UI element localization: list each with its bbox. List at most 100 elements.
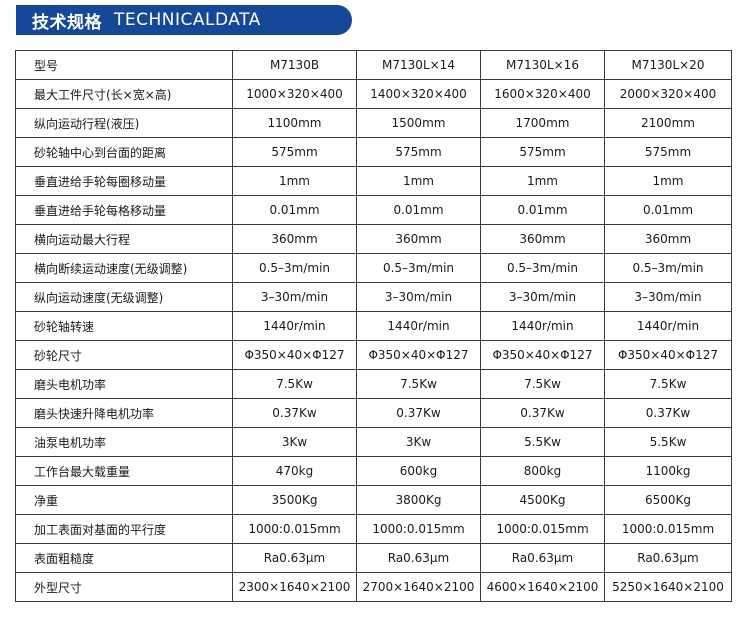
table-row: 纵向运动行程(液压) 1100mm 1500mm 1700mm 2100mm (15, 108, 732, 138)
table-row: 工作台最大载重量 470kg 600kg 800kg 1100kg (15, 456, 732, 486)
section-title-bar: 技术规格 TECHNICALDATA (16, 5, 352, 35)
value-cell: 3Kw (356, 427, 481, 457)
value-cell: 0.01mm (604, 195, 732, 225)
value-cell: 3–30m/min (480, 282, 605, 312)
table-row: 砂轮尺寸 Φ350×40×Φ127 Φ350×40×Φ127 Φ350×40×Φ127… (15, 340, 732, 370)
value-cell: M7130B (232, 50, 357, 80)
row-label-cell: 垂直进给手轮每格移动量 (15, 195, 233, 225)
value-cell: 360mm (232, 224, 357, 254)
value-cell: Ra0.63μm (356, 543, 481, 573)
value-cell: Φ350×40×Φ127 (604, 340, 732, 370)
table-row: 垂直进给手轮每圈移动量 1mm 1mm 1mm 1mm (15, 166, 732, 196)
value-cell: 0.01mm (232, 195, 357, 225)
table-row: 磨头电机功率 7.5Kw 7.5Kw 7.5Kw 7.5Kw (15, 369, 732, 399)
row-label-cell: 砂轮轴中心到台面的距离 (15, 137, 233, 167)
table-header-row: 型号 M7130B M7130L×14 M7130L×16 M7130L×20 (15, 50, 732, 80)
value-cell: Ra0.63μm (232, 543, 357, 573)
value-cell: 0.01mm (356, 195, 481, 225)
value-cell: 470kg (232, 456, 357, 486)
value-cell: M7130L×16 (480, 50, 605, 80)
value-cell: 0.37Kw (356, 398, 481, 428)
value-cell: 3–30m/min (232, 282, 357, 312)
value-cell: 360mm (356, 224, 481, 254)
value-cell: M7130L×20 (604, 50, 732, 80)
value-cell: 1000:0.015mm (356, 514, 481, 544)
row-label-cell: 外型尺寸 (15, 572, 233, 602)
row-label-cell: 纵向运动速度(无级调整) (15, 282, 233, 312)
value-cell: 0.5–3m/min (232, 253, 357, 283)
value-cell: 2300×1640×2100 (232, 572, 357, 602)
value-cell: 575mm (356, 137, 481, 167)
table-row: 横向断续运动速度(无级调整) 0.5–3m/min 0.5–3m/min 0.5–3m… (15, 253, 732, 283)
value-cell: 0.37Kw (232, 398, 357, 428)
value-cell: 6500Kg (604, 485, 732, 515)
value-cell: 1mm (356, 166, 481, 196)
value-cell: 3–30m/min (356, 282, 481, 312)
value-cell: 0.5–3m/min (604, 253, 732, 283)
value-cell: 1mm (480, 166, 605, 196)
value-cell: 0.01mm (480, 195, 605, 225)
value-cell: 1600×320×400 (480, 79, 605, 109)
value-cell: 3500Kg (232, 485, 357, 515)
value-cell: 2700×1640×2100 (356, 572, 481, 602)
value-cell: 7.5Kw (356, 369, 481, 399)
value-cell: 1000×320×400 (232, 79, 357, 109)
value-cell: 1000:0.015mm (480, 514, 605, 544)
row-label-cell: 磨头快速升降电机功率 (15, 398, 233, 428)
section-title-en: TECHNICALDATA (114, 10, 261, 30)
value-cell: 1100kg (604, 456, 732, 486)
value-cell: 1000:0.015mm (232, 514, 357, 544)
value-cell: 575mm (480, 137, 605, 167)
value-cell: 1000:0.015mm (604, 514, 732, 544)
value-cell: 1mm (232, 166, 357, 196)
value-cell: 3–30m/min (604, 282, 732, 312)
value-cell: 7.5Kw (480, 369, 605, 399)
row-label-cell: 净重 (15, 485, 233, 515)
value-cell: 600kg (356, 456, 481, 486)
value-cell: 800kg (480, 456, 605, 486)
row-label-cell: 横向断续运动速度(无级调整) (15, 253, 233, 283)
row-label-cell: 砂轮轴转速 (15, 311, 233, 341)
table-row: 横向运动最大行程 360mm 360mm 360mm 360mm (15, 224, 732, 254)
table-row: 油泵电机功率 3Kw 3Kw 5.5Kw 5.5Kw (15, 427, 732, 457)
table-row: 纵向运动速度(无级调整) 3–30m/min 3–30m/min 3–30m/min 3… (15, 282, 732, 312)
value-cell: 1440r/min (232, 311, 357, 341)
spec-table-body: 型号 M7130B M7130L×14 M7130L×16 M7130L×20 最大工件尺… (15, 50, 732, 602)
table-row: 垂直进给手轮每格移动量 0.01mm 0.01mm 0.01mm 0.01mm (15, 195, 732, 225)
spec-table: 型号 M7130B M7130L×14 M7130L×16 M7130L×20 最大工件尺… (15, 50, 732, 602)
row-label-cell: 加工表面对基面的平行度 (15, 514, 233, 544)
section-title-cn: 技术规格 (32, 12, 102, 33)
value-cell: 1100mm (232, 108, 357, 138)
value-cell: M7130L×14 (356, 50, 481, 80)
row-label-cell: 磨头电机功率 (15, 369, 233, 399)
table-row: 外型尺寸 2300×1640×2100 2700×1640×2100 4600×164… (15, 572, 732, 602)
value-cell: 0.37Kw (604, 398, 732, 428)
value-cell: 1440r/min (480, 311, 605, 341)
table-row: 净重 3500Kg 3800Kg 4500Kg 6500Kg (15, 485, 732, 515)
value-cell: 1500mm (356, 108, 481, 138)
value-cell: 1440r/min (604, 311, 732, 341)
value-cell: Φ350×40×Φ127 (232, 340, 357, 370)
value-cell: 360mm (480, 224, 605, 254)
row-label-cell: 垂直进给手轮每圈移动量 (15, 166, 233, 196)
row-label-cell: 型号 (15, 50, 233, 80)
value-cell: 3Kw (232, 427, 357, 457)
table-row: 表面粗糙度 Ra0.63μm Ra0.63μm Ra0.63μm Ra0.63μm (15, 543, 732, 573)
row-label-cell: 横向运动最大行程 (15, 224, 233, 254)
value-cell: 0.37Kw (480, 398, 605, 428)
row-label-cell: 砂轮尺寸 (15, 340, 233, 370)
table-row: 砂轮轴转速 1440r/min 1440r/min 1440r/min 1440r/mi… (15, 311, 732, 341)
table-row: 加工表面对基面的平行度 1000:0.015mm 1000:0.015mm 1000:… (15, 514, 732, 544)
value-cell: 575mm (604, 137, 732, 167)
table-row: 最大工件尺寸(长×宽×高) 1000×320×400 1400×320×400 160… (15, 79, 732, 109)
value-cell: 3800Kg (356, 485, 481, 515)
row-label-cell: 最大工件尺寸(长×宽×高) (15, 79, 233, 109)
value-cell: 1440r/min (356, 311, 481, 341)
value-cell: 0.5–3m/min (356, 253, 481, 283)
row-label-cell: 纵向运动行程(液压) (15, 108, 233, 138)
value-cell: Φ350×40×Φ127 (356, 340, 481, 370)
value-cell: 1700mm (480, 108, 605, 138)
value-cell: 5250×1640×2100 (604, 572, 732, 602)
value-cell: 7.5Kw (604, 369, 732, 399)
value-cell: Ra0.63μm (480, 543, 605, 573)
